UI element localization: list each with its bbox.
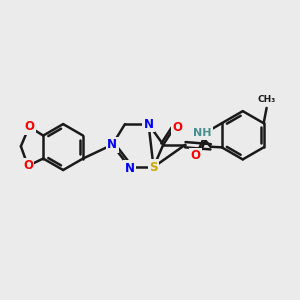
Text: NH: NH: [193, 128, 212, 138]
Text: S: S: [149, 160, 158, 174]
Text: O: O: [190, 149, 201, 162]
Text: O: O: [172, 121, 182, 134]
Text: O: O: [23, 159, 33, 172]
Text: N: N: [143, 118, 154, 130]
Text: O: O: [24, 120, 34, 133]
Text: N: N: [124, 162, 134, 175]
Text: CH₃: CH₃: [257, 95, 276, 104]
Text: N: N: [107, 138, 117, 151]
